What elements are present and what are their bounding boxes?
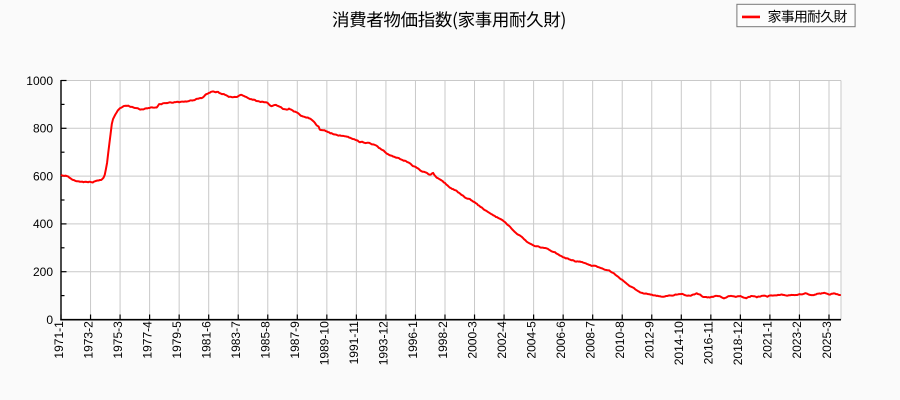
svg-text:0: 0 (46, 313, 53, 327)
svg-text:2008-7: 2008-7 (583, 321, 597, 359)
svg-text:1996-1: 1996-1 (406, 321, 420, 359)
svg-text:2016-11: 2016-11 (702, 321, 716, 364)
svg-text:400: 400 (33, 217, 53, 231)
svg-text:1973-2: 1973-2 (81, 321, 95, 359)
svg-text:消費者物価指数(家事用耐久財): 消費者物価指数(家事用耐久財) (332, 7, 566, 32)
svg-text:2002-4: 2002-4 (495, 321, 509, 359)
svg-text:1979-5: 1979-5 (170, 321, 184, 359)
svg-text:家事用耐久財: 家事用耐久財 (768, 6, 848, 26)
svg-text:1000: 1000 (26, 74, 53, 88)
svg-text:1991-11: 1991-11 (347, 321, 361, 364)
svg-text:1993-12: 1993-12 (377, 321, 391, 365)
svg-text:200: 200 (33, 265, 53, 279)
svg-text:2018-12: 2018-12 (731, 321, 745, 365)
svg-text:1998-2: 1998-2 (436, 321, 450, 359)
svg-text:1977-4: 1977-4 (140, 321, 154, 359)
svg-text:1987-9: 1987-9 (288, 321, 302, 359)
svg-text:2023-2: 2023-2 (790, 321, 804, 359)
svg-text:2004-5: 2004-5 (524, 321, 538, 359)
svg-text:1983-7: 1983-7 (229, 321, 243, 359)
svg-text:1989-10: 1989-10 (318, 321, 332, 365)
svg-text:1971-1: 1971-1 (52, 321, 66, 359)
svg-text:2006-6: 2006-6 (554, 321, 568, 359)
svg-text:800: 800 (33, 122, 53, 136)
svg-text:2025-3: 2025-3 (820, 321, 834, 359)
svg-text:2010-8: 2010-8 (613, 321, 627, 359)
svg-text:1981-6: 1981-6 (199, 321, 213, 359)
svg-text:2021-1: 2021-1 (761, 321, 775, 359)
svg-text:2014-10: 2014-10 (672, 321, 686, 365)
svg-text:2012-9: 2012-9 (643, 321, 657, 359)
svg-text:1985-8: 1985-8 (259, 321, 273, 359)
svg-text:1975-3: 1975-3 (111, 321, 125, 359)
svg-text:600: 600 (33, 169, 53, 183)
svg-text:2000-3: 2000-3 (465, 321, 479, 359)
